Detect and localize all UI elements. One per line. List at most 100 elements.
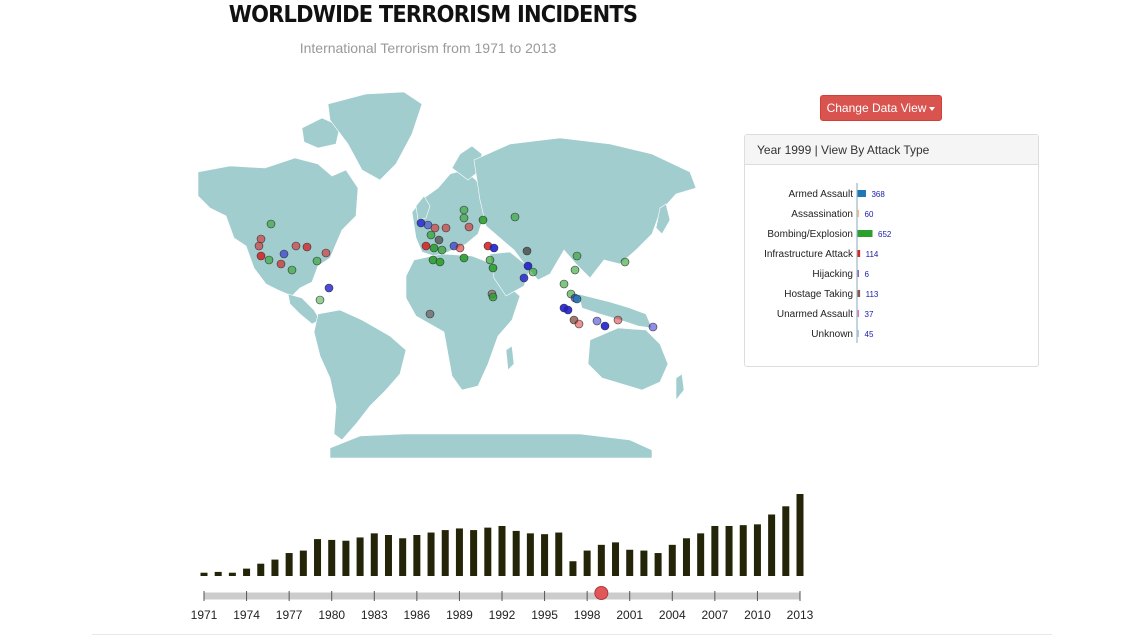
incident-marker[interactable] — [488, 263, 498, 273]
timeline-bar[interactable] — [356, 537, 364, 576]
incident-marker[interactable] — [519, 273, 529, 283]
attack-type-bar[interactable] — [857, 330, 860, 337]
incident-marker[interactable] — [572, 294, 582, 304]
timeline-bar[interactable] — [739, 525, 747, 576]
timeline-bar[interactable] — [753, 524, 761, 576]
incident-marker[interactable] — [613, 315, 623, 325]
attack-type-bar[interactable] — [857, 310, 860, 317]
incident-marker[interactable] — [279, 249, 289, 259]
world-map[interactable] — [190, 88, 702, 458]
timeline-bar[interactable] — [711, 525, 719, 576]
timeline-bar[interactable] — [725, 525, 733, 576]
timeline-bar[interactable] — [498, 525, 506, 576]
timeline-bar[interactable] — [299, 550, 307, 576]
timeline-bar[interactable] — [328, 539, 336, 576]
timeline-bar[interactable] — [782, 506, 790, 576]
timeline-bar[interactable] — [526, 533, 534, 576]
incident-marker[interactable] — [464, 222, 474, 232]
attack-type-bar[interactable] — [857, 230, 873, 237]
incident-marker[interactable] — [478, 215, 488, 225]
incident-marker[interactable] — [324, 283, 334, 293]
incident-marker[interactable] — [429, 243, 439, 253]
attack-type-bar[interactable] — [857, 210, 860, 217]
incident-marker[interactable] — [570, 265, 580, 275]
timeline-bar[interactable] — [441, 530, 449, 576]
timeline-bar[interactable] — [271, 559, 279, 576]
incident-marker[interactable] — [574, 319, 584, 329]
year-timeline[interactable]: 1971 1974 1977 1980 1983 1986 1989 1992 1995 1998… — [180, 480, 840, 630]
timeline-bar[interactable] — [612, 542, 620, 576]
incident-marker[interactable] — [600, 321, 610, 331]
timeline-bar[interactable] — [214, 571, 222, 576]
attack-type-bar[interactable] — [857, 270, 860, 277]
incident-marker[interactable] — [510, 212, 520, 222]
timeline-bar[interactable] — [569, 561, 577, 576]
timeline-bar[interactable] — [541, 534, 549, 576]
timeline-bar[interactable] — [384, 535, 392, 576]
incident-marker[interactable] — [528, 267, 538, 277]
incident-markers[interactable] — [254, 205, 658, 332]
timeline-bar[interactable] — [668, 544, 676, 576]
timeline-bar[interactable] — [768, 514, 776, 577]
timeline-bar[interactable] — [399, 538, 407, 576]
incident-marker[interactable] — [312, 256, 322, 266]
timeline-bar[interactable] — [555, 532, 563, 576]
timeline-bar[interactable] — [243, 568, 251, 576]
incident-marker[interactable] — [437, 245, 447, 255]
attack-type-bar[interactable] — [857, 250, 861, 257]
incident-marker[interactable] — [563, 305, 573, 315]
timeline-bar[interactable] — [484, 527, 492, 576]
timeline-bar[interactable] — [654, 553, 662, 576]
incident-marker[interactable] — [435, 257, 445, 267]
incident-marker[interactable] — [441, 223, 451, 233]
incident-marker[interactable] — [256, 251, 266, 261]
timeline-bar[interactable] — [597, 544, 605, 576]
timeline-bar[interactable] — [682, 538, 690, 576]
incident-marker[interactable] — [315, 295, 325, 305]
incident-marker[interactable] — [321, 248, 331, 258]
incident-marker[interactable] — [459, 213, 469, 223]
timeline-bar[interactable] — [413, 535, 421, 576]
incident-marker[interactable] — [287, 265, 297, 275]
incident-marker[interactable] — [455, 243, 465, 253]
incident-marker[interactable] — [485, 255, 495, 265]
timeline-bar[interactable] — [626, 549, 634, 576]
timeline-bar[interactable] — [314, 539, 322, 576]
timeline-bar[interactable] — [228, 572, 236, 576]
attack-type-bar[interactable] — [857, 190, 866, 197]
incident-marker[interactable] — [254, 241, 264, 251]
incident-marker[interactable] — [648, 322, 658, 332]
incident-marker[interactable] — [620, 257, 630, 267]
timeline-bar[interactable] — [342, 540, 350, 576]
incident-marker[interactable] — [421, 241, 431, 251]
incident-marker[interactable] — [426, 230, 436, 240]
incident-marker[interactable] — [266, 219, 276, 229]
timeline-bar[interactable] — [796, 494, 804, 576]
incident-marker[interactable] — [425, 309, 435, 319]
timeline-bar[interactable] — [455, 528, 463, 576]
incident-marker[interactable] — [522, 246, 532, 256]
timeline-bar[interactable] — [200, 572, 208, 576]
incident-marker[interactable] — [559, 279, 569, 289]
incident-marker[interactable] — [430, 223, 440, 233]
incident-marker[interactable] — [572, 251, 582, 261]
change-data-view-button[interactable]: Change Data View — [820, 95, 942, 121]
timeline-bar[interactable] — [370, 533, 378, 576]
timeline-bar[interactable] — [512, 530, 520, 576]
incident-marker[interactable] — [459, 253, 469, 263]
incident-marker[interactable] — [592, 316, 602, 326]
year-slider-handle[interactable] — [594, 586, 609, 600]
timeline-bar[interactable] — [285, 553, 293, 576]
timeline-bar[interactable] — [470, 530, 478, 576]
timeline-bar[interactable] — [640, 550, 648, 576]
timeline-bar[interactable] — [427, 532, 435, 576]
incident-marker[interactable] — [291, 241, 301, 251]
incident-marker[interactable] — [523, 261, 533, 271]
incident-marker[interactable] — [434, 235, 444, 245]
incident-marker[interactable] — [276, 259, 286, 269]
attack-type-bar[interactable] — [857, 290, 861, 297]
incident-marker[interactable] — [489, 243, 499, 253]
incident-marker[interactable] — [488, 292, 498, 302]
timeline-bar[interactable] — [257, 563, 265, 576]
incident-marker[interactable] — [264, 255, 274, 265]
